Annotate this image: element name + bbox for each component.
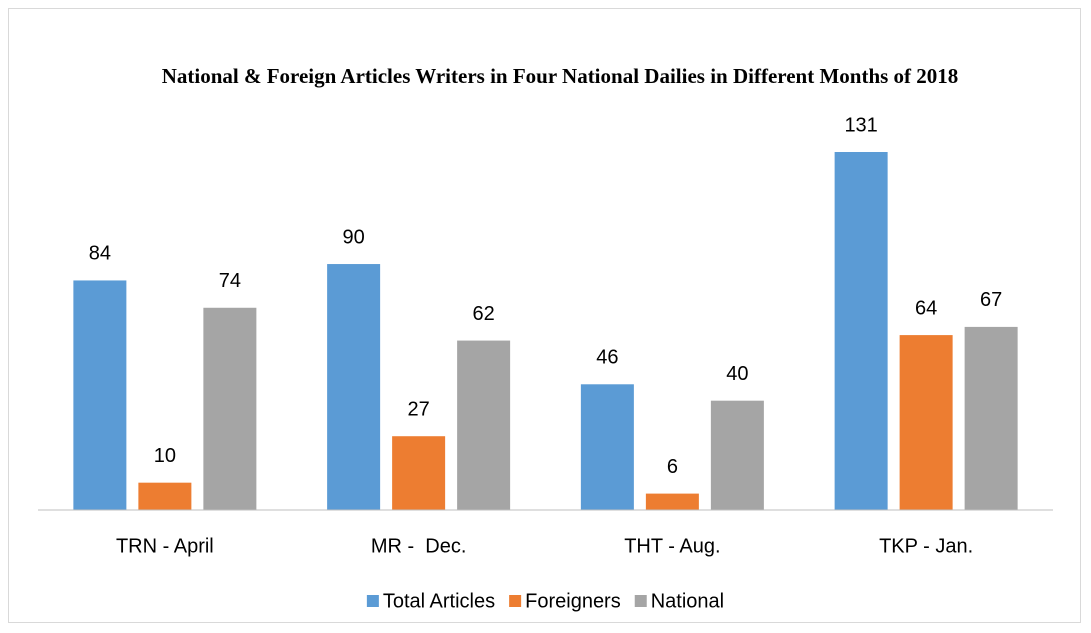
bar bbox=[834, 152, 888, 510]
legend-label: Total Articles bbox=[383, 590, 495, 612]
x-tick-label: THT - Aug. bbox=[624, 535, 720, 557]
bar bbox=[203, 307, 257, 510]
bar bbox=[327, 264, 381, 510]
bar bbox=[457, 340, 511, 510]
data-label: 64 bbox=[915, 297, 937, 319]
legend-swatch bbox=[509, 595, 522, 607]
x-tick-label: TRN - April bbox=[116, 535, 214, 557]
x-tick-label: TKP - Jan. bbox=[879, 535, 973, 557]
data-label: 67 bbox=[980, 289, 1002, 311]
data-label: 10 bbox=[154, 445, 176, 467]
bar bbox=[710, 400, 764, 510]
data-label: 27 bbox=[408, 398, 430, 420]
bar bbox=[392, 436, 446, 510]
data-label: 46 bbox=[596, 347, 618, 369]
data-label: 6 bbox=[667, 456, 678, 478]
chart-frame bbox=[8, 8, 1081, 623]
legend-label: National bbox=[651, 590, 724, 612]
bar bbox=[580, 384, 634, 510]
bar bbox=[964, 326, 1018, 510]
legend-label: Foreigners bbox=[525, 590, 621, 612]
data-label: 74 bbox=[219, 270, 241, 292]
data-label: 131 bbox=[844, 114, 877, 136]
x-tick-label: MR - Dec. bbox=[371, 535, 467, 557]
chart-title: National & Foreign Articles Writers in F… bbox=[161, 64, 959, 88]
legend-swatch bbox=[366, 595, 379, 607]
data-label: 90 bbox=[343, 226, 365, 248]
bar bbox=[645, 493, 699, 510]
data-label: 40 bbox=[726, 363, 748, 385]
data-label: 62 bbox=[473, 303, 495, 325]
bar bbox=[73, 280, 127, 510]
bar bbox=[899, 335, 953, 510]
data-label: 84 bbox=[89, 243, 111, 265]
bar bbox=[138, 482, 192, 510]
legend-swatch bbox=[634, 595, 647, 607]
